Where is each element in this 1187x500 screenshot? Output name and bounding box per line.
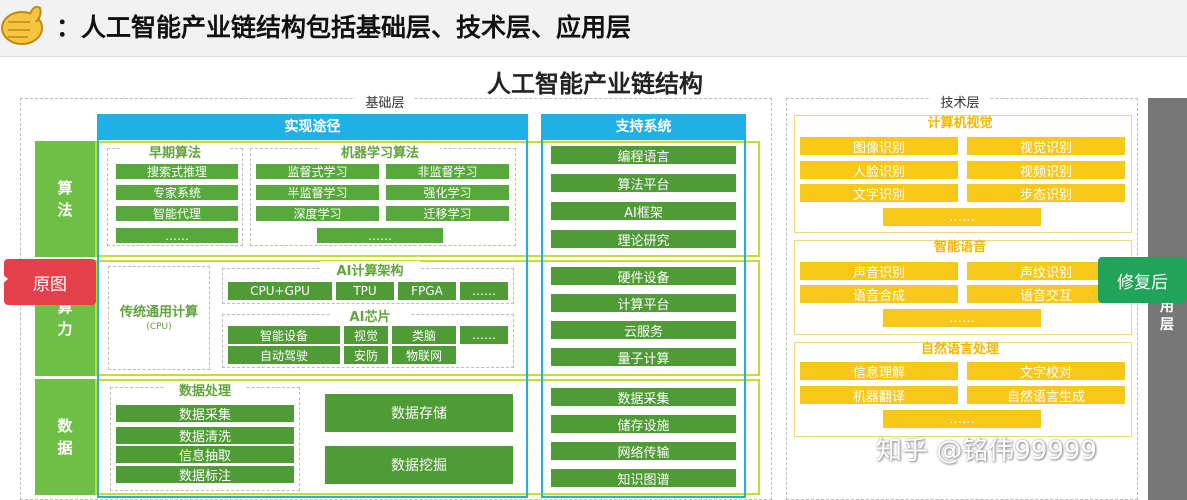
restored-tag-label: 修复后 <box>1117 272 1168 293</box>
arrow-right-icon <box>0 272 8 286</box>
support-item: 算法平台 <box>551 174 736 193</box>
support-item: 网络传输 <box>551 442 736 461</box>
nlp-item: 信息理解 <box>800 362 958 381</box>
nlp-item: 文字校对 <box>967 362 1125 381</box>
arch-item: CPU+GPU <box>228 282 332 300</box>
speech-item: 声纹识别 <box>967 262 1125 281</box>
chip-item: 自动驾驶 <box>228 346 340 364</box>
impl-header: 实现途径 <box>97 114 528 138</box>
chip-item: …… <box>460 326 508 344</box>
chip-item: 视觉 <box>344 326 388 344</box>
arch-item: TPU <box>336 282 394 300</box>
cv-group <box>794 115 1132 233</box>
nlp-item: 机器翻译 <box>800 386 958 405</box>
support-item: 理论研究 <box>551 230 736 249</box>
support-item: 数据采集 <box>551 388 736 407</box>
algo-item: …… <box>316 227 444 244</box>
support-item: 量子计算 <box>551 348 736 367</box>
cv-item: 文字识别 <box>800 184 958 203</box>
cv-item: 视频识别 <box>967 161 1125 180</box>
chip-item: 物联网 <box>392 346 456 364</box>
general-compute-box: 传统通用计算 (CPU) <box>108 266 210 370</box>
cv-item: 图像识别 <box>800 137 958 156</box>
heading-bar <box>0 0 1187 54</box>
support-column-frame <box>541 138 746 498</box>
watermark: 知乎 @铭伟99999 <box>876 436 1097 466</box>
support-item: 硬件设备 <box>551 267 736 286</box>
row-algorithm-frame <box>95 141 760 257</box>
ai-chip-title: AI芯片 <box>330 307 410 325</box>
application-layer-label: 用层 <box>1160 299 1174 333</box>
original-image-tag[interactable]: 原图 <box>4 259 96 305</box>
cv-item: 步态识别 <box>967 184 1125 203</box>
ai-arch-title: AI计算架构 <box>320 261 420 279</box>
support-item: 云服务 <box>551 321 736 340</box>
original-tag-label: 原图 <box>33 274 67 295</box>
base-layer-label: 基础层 <box>355 92 415 111</box>
algo-item: 搜索式推理 <box>115 163 239 180</box>
speech-item: …… <box>883 309 1041 327</box>
early-algo-title: 早期算法 <box>120 143 230 161</box>
speech-item: 语音交互 <box>967 285 1125 304</box>
speech-item: 语音合成 <box>800 285 958 304</box>
data-storage-box: 数据存储 <box>325 394 513 432</box>
arch-item: FPGA <box>398 282 456 300</box>
support-item: 编程语言 <box>551 146 736 165</box>
cv-item: …… <box>883 208 1041 226</box>
support-item: 计算平台 <box>551 294 736 313</box>
nlp-title: 自然语言处理 <box>920 341 999 357</box>
row-algorithm-text: 算法 <box>57 179 73 219</box>
ml-algo-title: 机器学习算法 <box>320 143 440 161</box>
algo-item: 迁移学习 <box>385 205 510 222</box>
cv-item: 视觉识别 <box>967 137 1125 156</box>
algo-item: 监督式学习 <box>255 163 380 180</box>
chip-item: 类脑 <box>392 326 456 344</box>
support-item: 储存设施 <box>551 415 736 434</box>
page-heading: ：人工智能产业链结构包括基础层、技术层、应用层 <box>56 13 632 42</box>
data-item: 数据采集 <box>116 405 294 423</box>
algo-item: 深度学习 <box>255 205 380 222</box>
general-compute-sub: (CPU) <box>146 322 172 332</box>
support-item: AI框架 <box>551 202 736 221</box>
nlp-item: …… <box>883 410 1041 428</box>
data-item: 数据标注 <box>116 466 294 484</box>
general-compute-label: 传统通用计算 <box>119 305 198 320</box>
row-data-text: 数据 <box>57 417 73 457</box>
data-mining-box: 数据挖掘 <box>325 446 513 484</box>
algo-item: 半监督学习 <box>255 184 380 201</box>
row-data-frame <box>95 379 760 495</box>
cv-title: 计算机视觉 <box>927 115 993 131</box>
algo-item: …… <box>115 227 239 244</box>
speech-title: 智能语音 <box>933 239 986 255</box>
thumbs-up-icon <box>1 5 43 45</box>
algo-item: 专家系统 <box>115 184 239 201</box>
data-item: 数据清洗 <box>116 427 294 445</box>
row-data-label: 数据 <box>35 379 95 495</box>
speech-item: 声音识别 <box>800 262 958 281</box>
algo-item: 智能代理 <box>115 205 239 222</box>
nlp-item: 自然语言生成 <box>967 386 1125 405</box>
algo-item: 强化学习 <box>385 184 510 201</box>
algo-item: 非监督学习 <box>385 163 510 180</box>
restored-image-tag[interactable]: 修复后 <box>1098 257 1187 303</box>
chip-item: 安防 <box>344 346 388 364</box>
data-processing-title: 数据处理 <box>165 381 245 399</box>
row-compute-frame <box>95 260 760 376</box>
diagram-title: 人工智能产业链结构 <box>487 70 703 98</box>
cv-item: 人脸识别 <box>800 161 958 180</box>
tech-layer-label: 技术层 <box>930 92 990 111</box>
impl-column-frame <box>97 138 528 498</box>
chip-item: 智能设备 <box>228 326 340 344</box>
data-item: 信息抽取 <box>116 446 294 464</box>
arch-item: …… <box>460 282 508 300</box>
support-item: 知识图谱 <box>551 469 736 488</box>
nlp-group <box>794 342 1132 437</box>
row-algorithm-label: 算法 <box>35 141 95 257</box>
support-header: 支持系统 <box>541 114 746 138</box>
